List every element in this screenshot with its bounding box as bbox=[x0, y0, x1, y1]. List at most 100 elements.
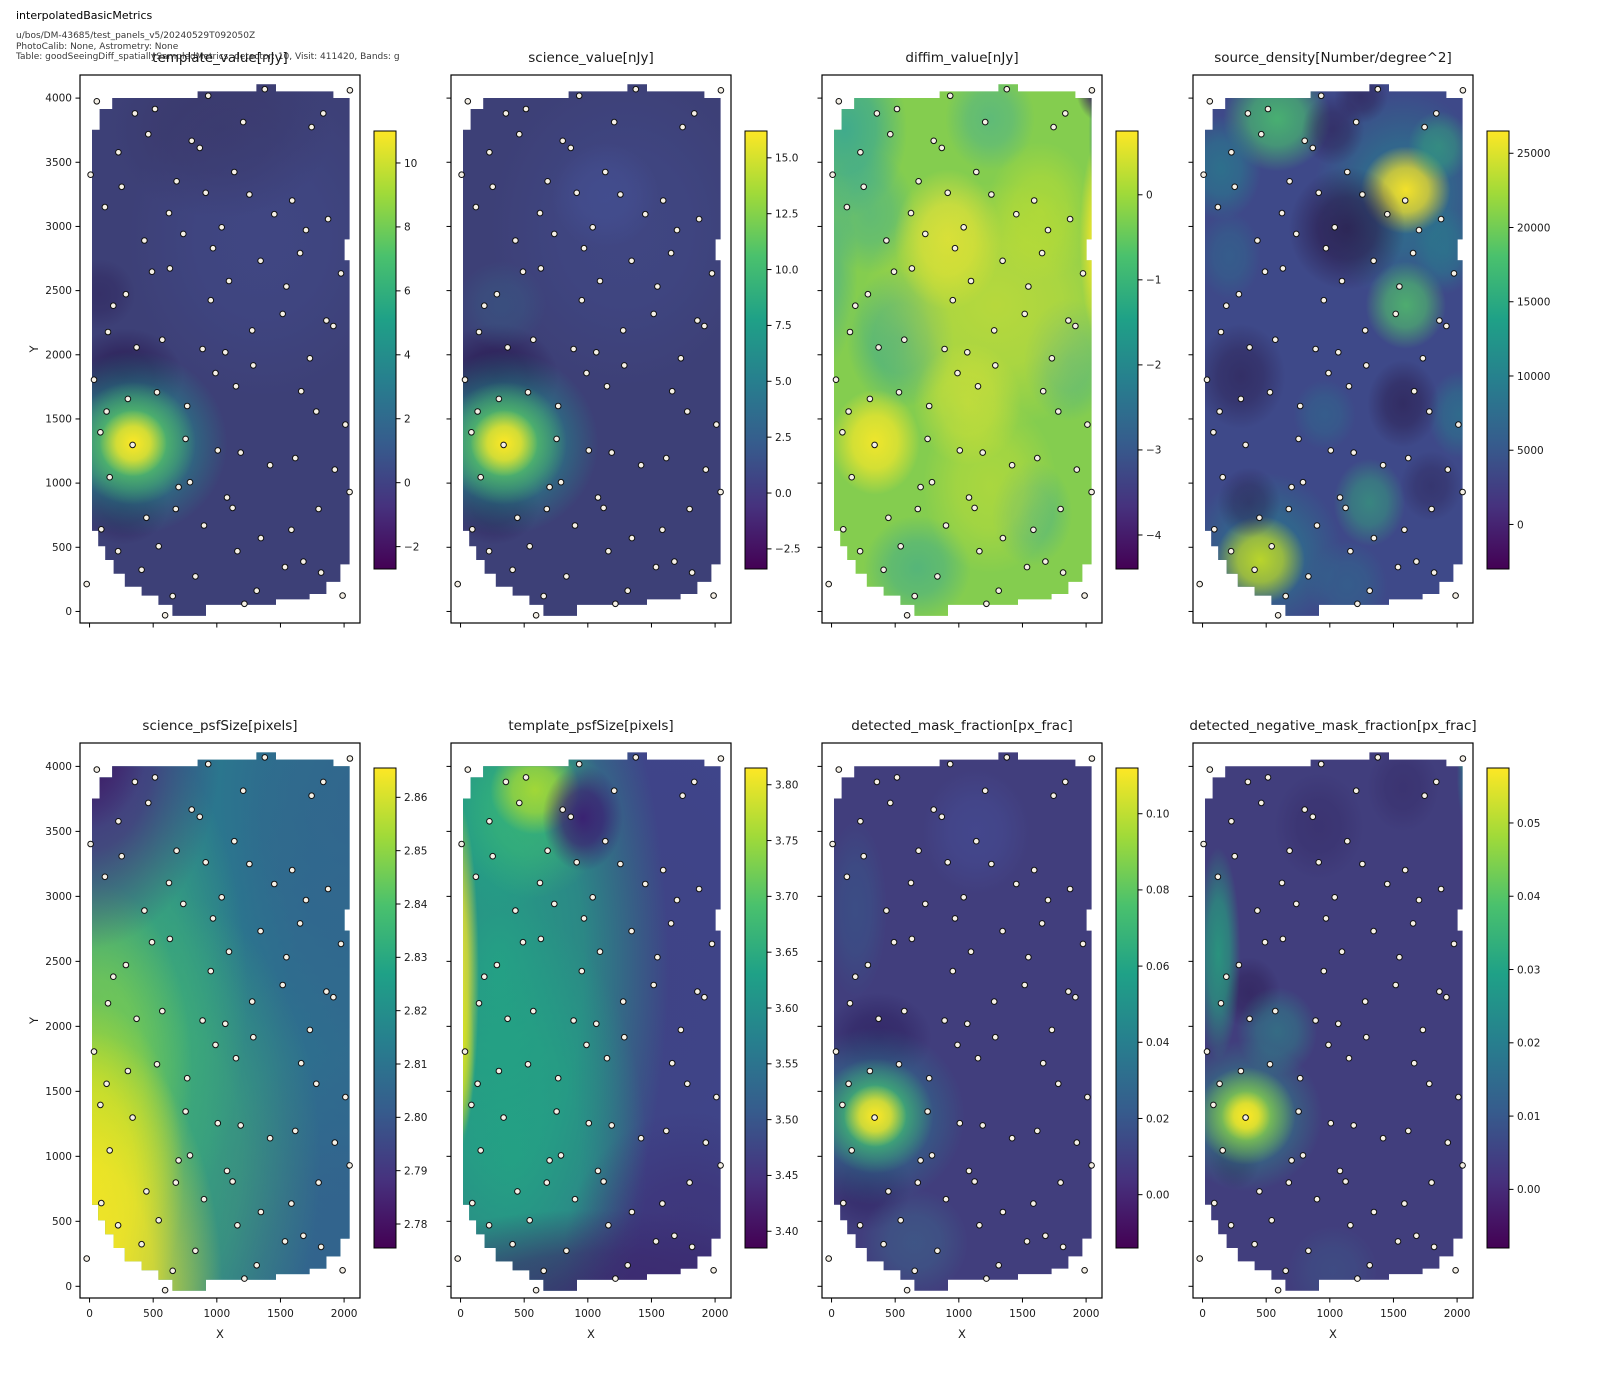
sample-point bbox=[924, 1108, 931, 1115]
sample-point bbox=[1413, 558, 1420, 565]
colorbar-tick-label: 2.82 bbox=[404, 1005, 427, 1017]
sample-point bbox=[871, 441, 878, 449]
sample-point bbox=[1315, 859, 1322, 866]
sample-point bbox=[974, 383, 982, 390]
sample-point bbox=[124, 395, 132, 403]
sample-point bbox=[571, 522, 579, 529]
sample-point bbox=[1370, 927, 1377, 935]
sample-point bbox=[578, 296, 586, 304]
sample-point bbox=[524, 1061, 532, 1068]
sample-point bbox=[222, 349, 229, 356]
sample-point bbox=[469, 1199, 476, 1207]
sample-point bbox=[153, 1061, 161, 1068]
sample-point bbox=[1231, 183, 1238, 191]
sample-point bbox=[1392, 981, 1400, 989]
x-axis-label: X bbox=[958, 1327, 966, 1341]
sample-point bbox=[992, 362, 999, 369]
figure-title: interpolatedBasicMetrics bbox=[16, 9, 153, 22]
sample-point bbox=[628, 257, 635, 265]
sample-point bbox=[281, 563, 289, 571]
sample-point bbox=[663, 454, 670, 462]
sample-point bbox=[1206, 98, 1214, 105]
sample-point bbox=[474, 1080, 481, 1088]
sample-point bbox=[694, 317, 701, 324]
sample-point bbox=[1359, 860, 1366, 868]
sample-point bbox=[1293, 230, 1300, 238]
colorbar-tick-label: 0.06 bbox=[1146, 961, 1170, 973]
y-tick-label: 0 bbox=[65, 606, 72, 618]
sample-point bbox=[192, 1247, 199, 1255]
sample-point bbox=[1430, 569, 1438, 576]
colorbar-tick-label: 0.05 bbox=[1517, 818, 1540, 830]
sample-point bbox=[617, 191, 624, 198]
sample-point bbox=[1379, 1134, 1387, 1142]
x-tick-label: 1000 bbox=[203, 1308, 230, 1320]
x-axis-label: X bbox=[216, 1327, 224, 1341]
sample-point bbox=[1251, 1240, 1258, 1248]
sample-point bbox=[1217, 1000, 1225, 1007]
sample-point bbox=[481, 973, 488, 980]
sample-point bbox=[1235, 961, 1243, 969]
sample-point bbox=[1274, 1286, 1282, 1294]
sample-point bbox=[200, 522, 208, 529]
sample-points bbox=[825, 85, 1096, 619]
sample-point bbox=[1055, 408, 1062, 415]
sample-point bbox=[1325, 1041, 1332, 1049]
colorbar-tick-label: 5000 bbox=[1517, 445, 1544, 457]
sample-point bbox=[346, 87, 354, 94]
sample-point bbox=[941, 1017, 948, 1024]
sample-point bbox=[839, 1101, 846, 1109]
sample-point bbox=[172, 1179, 180, 1186]
sample-point bbox=[474, 408, 481, 415]
sample-point bbox=[342, 1093, 349, 1101]
colorbar: 2.86 2.85 2.84 2.83 2.82 2.81 2.80 2.79 2.78 bbox=[373, 767, 428, 1249]
sample-point bbox=[253, 1262, 260, 1269]
sample-point bbox=[306, 355, 314, 362]
sample-point bbox=[825, 1255, 833, 1262]
sample-point bbox=[493, 961, 501, 969]
sample-point bbox=[848, 473, 855, 481]
sample-point bbox=[1211, 1199, 1218, 1207]
sample-point bbox=[603, 383, 611, 390]
sample-point bbox=[212, 1041, 219, 1049]
sample-point bbox=[946, 760, 954, 768]
sample-point bbox=[612, 1275, 619, 1282]
sample-point bbox=[159, 336, 166, 344]
sample-point bbox=[514, 1188, 521, 1195]
sample-point bbox=[1030, 866, 1038, 874]
sample-point bbox=[1013, 210, 1020, 218]
sample-point bbox=[543, 1179, 551, 1186]
sample-point bbox=[530, 1007, 537, 1015]
y-tick-label: 2500 bbox=[45, 956, 72, 968]
sample-point bbox=[575, 92, 583, 100]
sample-point bbox=[866, 395, 874, 403]
colorbar-tick-label: 6 bbox=[404, 286, 411, 298]
sample-point bbox=[679, 123, 686, 131]
sample-point bbox=[324, 885, 332, 893]
sample-point bbox=[1023, 563, 1031, 571]
sample-point bbox=[313, 408, 320, 415]
sample-point bbox=[1419, 1026, 1427, 1034]
sample-point bbox=[526, 1217, 533, 1224]
sample-point bbox=[266, 461, 274, 469]
sample-point bbox=[1008, 1134, 1016, 1142]
sample-point bbox=[526, 543, 533, 550]
sample-point bbox=[1219, 1147, 1226, 1154]
sample-point bbox=[573, 189, 580, 197]
sample-point bbox=[580, 915, 588, 922]
sample-point bbox=[988, 860, 995, 868]
sample-point bbox=[1237, 1067, 1245, 1075]
sample-point bbox=[1394, 563, 1402, 571]
sample-point bbox=[180, 900, 187, 908]
sample-point bbox=[1200, 171, 1207, 178]
sample-point bbox=[257, 927, 264, 935]
sample-point bbox=[1363, 1033, 1370, 1041]
panel-title: science_value[nJy] bbox=[451, 50, 731, 66]
sample-point bbox=[297, 387, 305, 395]
sample-point bbox=[557, 478, 565, 486]
sample-point bbox=[864, 961, 872, 969]
sample-point bbox=[885, 514, 892, 522]
sample-point bbox=[97, 1101, 104, 1109]
colorbar-tick-label: 3.40 bbox=[775, 1226, 798, 1238]
sample-point bbox=[1320, 296, 1328, 304]
